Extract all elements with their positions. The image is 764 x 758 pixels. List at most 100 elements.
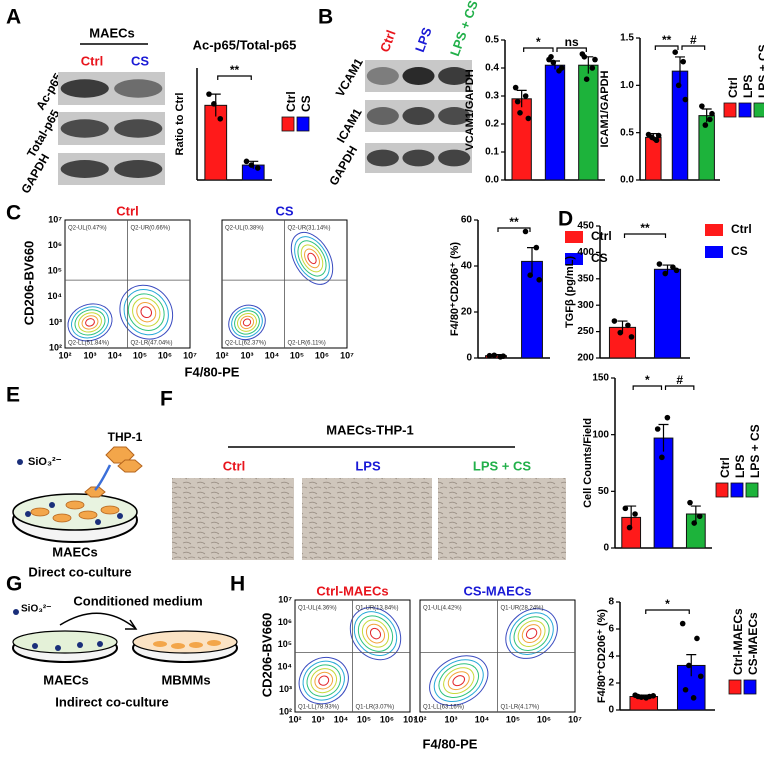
blot-band xyxy=(402,149,435,167)
blot-label: VCAM1 xyxy=(333,56,366,100)
data-point xyxy=(217,115,224,122)
contour xyxy=(361,619,390,648)
flow-plot-title: Ctrl-MAECs xyxy=(316,583,388,598)
quadrant-label: Q2-LR(47.04%) xyxy=(131,341,173,347)
contour xyxy=(306,664,341,697)
legend-swatch xyxy=(730,482,744,498)
data-point xyxy=(548,54,554,60)
flow-y-tick: 10⁶ xyxy=(48,240,62,250)
y-tick-label: 0.1 xyxy=(485,147,499,158)
data-point xyxy=(694,635,700,642)
data-point xyxy=(522,93,529,99)
micrograph xyxy=(172,478,294,560)
blot-label: GAPDH xyxy=(326,143,360,188)
contour xyxy=(365,623,386,644)
significance-label: * xyxy=(665,597,670,611)
legend-swatch xyxy=(281,116,295,132)
legend-swatch xyxy=(745,482,759,498)
data-point xyxy=(699,103,705,109)
contour xyxy=(318,675,330,686)
data-point xyxy=(536,277,542,283)
contour xyxy=(429,655,489,706)
flow-x-tick: 10⁵ xyxy=(290,350,304,360)
error-bar xyxy=(690,505,701,522)
flow-y-tick: 10⁷ xyxy=(278,594,292,604)
significance-label: ** xyxy=(230,63,240,77)
data-point xyxy=(525,115,532,122)
ion-label: SiO₃²⁻ xyxy=(21,604,51,615)
flow-x-tick: 10³ xyxy=(240,350,253,360)
blot-band xyxy=(366,67,399,85)
contour xyxy=(239,315,255,330)
error-bar xyxy=(626,505,637,529)
data-point xyxy=(655,132,662,139)
data-point xyxy=(673,267,680,274)
blot-band xyxy=(438,67,471,85)
contour xyxy=(127,293,165,331)
data-point xyxy=(654,426,661,432)
contour xyxy=(67,303,113,342)
flow-x-tick: 10⁷ xyxy=(568,714,582,724)
flow-x-tick: 10⁶ xyxy=(158,350,172,360)
data-point xyxy=(486,352,493,359)
contour xyxy=(513,616,550,651)
data-point xyxy=(211,101,217,107)
data-point xyxy=(643,695,649,701)
quadrant-label: Q1-LL(78.93%) xyxy=(298,705,339,711)
ion-label: SiO₃²⁻ xyxy=(28,456,62,468)
legend-swatch xyxy=(715,482,729,498)
data-point xyxy=(672,49,678,55)
quadrant-label: Q2-UR(31.14%) xyxy=(288,226,331,232)
y-tick-label: 0.2 xyxy=(485,119,499,130)
blot-group: MAECs xyxy=(89,25,135,40)
contour xyxy=(307,252,317,265)
bar xyxy=(653,437,674,549)
data-point xyxy=(709,110,715,117)
legend-swatch xyxy=(753,102,764,118)
legend-label: Ctrl xyxy=(718,457,732,478)
panel-letter: B xyxy=(318,6,333,29)
y-axis-label: TGFβ (pg/mL) xyxy=(564,256,576,328)
data-point xyxy=(675,82,682,89)
contour xyxy=(237,312,257,332)
flow-y-label: CD206-BV660 xyxy=(259,613,274,698)
contour xyxy=(231,307,263,338)
significance-bracket xyxy=(556,47,587,52)
legend-swatch xyxy=(705,224,723,236)
flow-x-tick: 10⁴ xyxy=(475,714,489,724)
y-tick-label: 0.5 xyxy=(620,127,634,138)
legend-swatch xyxy=(296,116,310,132)
panel-letter: A xyxy=(6,6,21,29)
y-tick-label: 1.5 xyxy=(620,33,634,44)
image-label: Ctrl xyxy=(223,458,245,473)
contour xyxy=(452,675,466,687)
data-point xyxy=(653,137,660,144)
data-point xyxy=(696,513,703,520)
flow-x-tick: 10² xyxy=(288,714,301,724)
flow-y-tick: 10⁴ xyxy=(48,291,62,301)
significance-bracket xyxy=(623,233,667,238)
y-tick-label: 0.0 xyxy=(620,175,634,186)
dish-label: MAECs xyxy=(43,672,89,687)
y-tick-label: 50 xyxy=(598,486,610,497)
bar xyxy=(653,268,682,359)
data-point xyxy=(589,65,596,71)
contour xyxy=(443,667,475,695)
data-point xyxy=(254,165,261,171)
contour xyxy=(228,304,266,341)
y-tick-label: 4 xyxy=(608,651,614,662)
y-tick-label: 20 xyxy=(461,307,473,318)
contour xyxy=(140,306,153,319)
flow-x-tick: 10⁶ xyxy=(380,714,394,724)
flow-y-tick: 10⁶ xyxy=(278,617,292,627)
contour xyxy=(74,309,106,336)
blot-band xyxy=(438,149,471,167)
significance-bracket xyxy=(632,385,663,390)
micrograph xyxy=(302,478,432,560)
cells xyxy=(30,500,120,523)
blot-band xyxy=(402,107,435,125)
contour xyxy=(71,306,109,339)
legend-label: Ctrl xyxy=(591,229,612,243)
flow-x-tick: 10⁵ xyxy=(506,714,520,724)
